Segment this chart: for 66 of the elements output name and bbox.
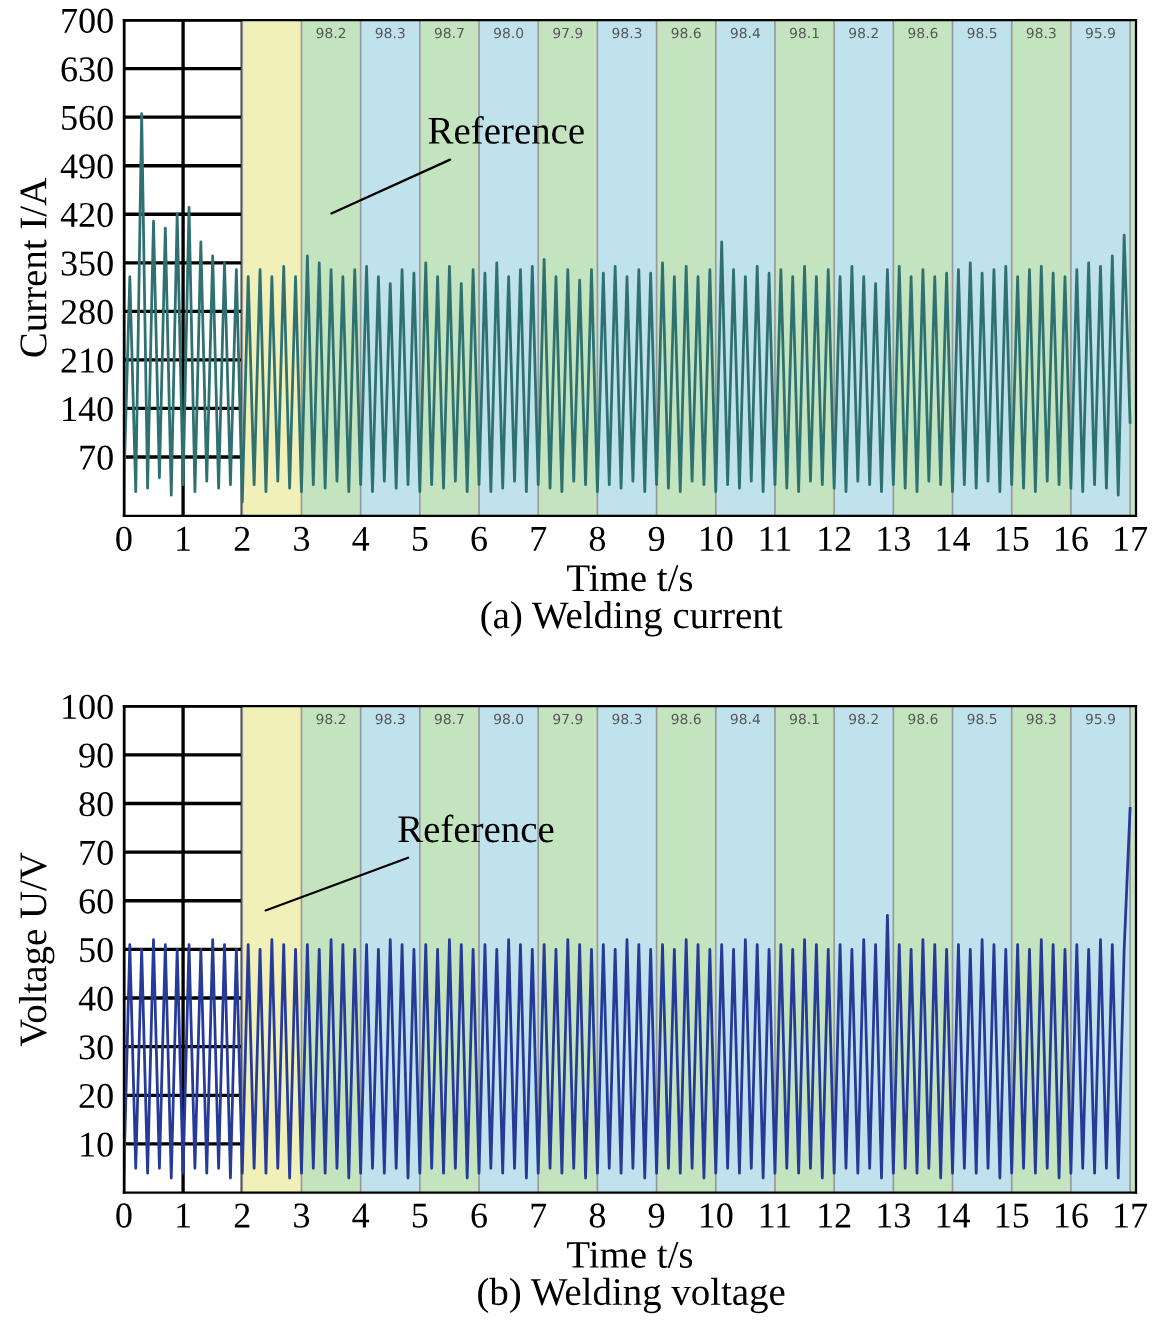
- x-tick-label: 13: [878, 526, 910, 552]
- y-tick-label: 630: [61, 57, 113, 82]
- x-tick-label: 11: [760, 526, 791, 551]
- y-tick-label: 560: [62, 105, 113, 131]
- x-tick-label: 1: [177, 526, 190, 551]
- y-tick-label: 50: [80, 937, 113, 963]
- y-tick-label: 140: [63, 396, 113, 422]
- x-tick-label: 15: [996, 1203, 1029, 1228]
- y-tick-label: 350: [61, 251, 113, 276]
- x-tick-label: 10: [700, 526, 733, 552]
- annotation: Reference: [428, 116, 584, 144]
- x-tick-label: 16: [1056, 526, 1088, 552]
- x-tick-label: 2: [234, 526, 250, 551]
- x-tick-label: 4: [352, 1203, 370, 1228]
- y-axis-title: Voltage U/V: [19, 852, 55, 1047]
- y-tick-label: 700: [62, 8, 113, 33]
- x-tick-label: 9: [648, 1203, 665, 1228]
- x-tick-label: 14: [937, 526, 971, 551]
- x-tick-label: 8: [589, 1203, 606, 1228]
- x-tick-label: 11: [760, 1203, 791, 1228]
- x-tick-label: 17: [1115, 1203, 1148, 1228]
- x-tick-label: 3: [294, 1203, 310, 1228]
- x-tick-label: 5: [412, 527, 428, 552]
- x-tick-label: 1: [177, 1203, 190, 1228]
- y-tick-label: 30: [79, 1035, 113, 1060]
- x-axis-title: Time t/s: [567, 1241, 693, 1268]
- x-tick-label: 5: [412, 1203, 428, 1228]
- x-tick-label: 0: [116, 526, 132, 552]
- y-tick-label: 210: [61, 348, 113, 373]
- x-tick-label: 3: [294, 526, 310, 552]
- x-tick-label: 12: [819, 526, 851, 551]
- x-tick-label: 7: [531, 527, 547, 551]
- y-tick-label: 70: [80, 445, 113, 470]
- x-tick-label: 9: [648, 526, 665, 552]
- line-series: [123, 806, 1132, 1180]
- y-tick-label: 70: [80, 840, 113, 865]
- x-tick-label: 6: [471, 1203, 487, 1228]
- y-axis-title: Current I/A: [20, 178, 47, 357]
- annotation: Reference: [398, 814, 554, 843]
- y-tick-label: 60: [79, 889, 113, 914]
- x-tick-label: 0: [116, 1203, 132, 1228]
- y-tick-label: 90: [79, 743, 113, 768]
- text: (a) Welding current: [481, 601, 783, 637]
- x-tick-label: 14: [937, 1203, 971, 1228]
- x-tick-label: 13: [878, 1203, 910, 1228]
- y-tick-label: 80: [79, 791, 113, 817]
- y-tick-label: 420: [60, 202, 113, 228]
- x-tick-label: 17: [1115, 526, 1148, 551]
- y-tick-label: 490: [60, 154, 113, 179]
- y-tick-label: 100: [63, 694, 113, 720]
- x-tick-label: 8: [589, 526, 606, 552]
- y-tick-label: 40: [78, 986, 113, 1011]
- x-tick-label: 12: [819, 1203, 851, 1228]
- y-tick-label: 280: [61, 299, 113, 325]
- x-tick-label: 4: [352, 526, 370, 551]
- x-tick-label: 10: [700, 1203, 733, 1228]
- text: (b) Welding voltage: [478, 1277, 785, 1314]
- y-tick-label: 20: [79, 1083, 113, 1109]
- x-tick-label: 2: [234, 1203, 250, 1228]
- x-tick-label: 7: [531, 1203, 547, 1228]
- y-tick-label: 10: [81, 1132, 113, 1157]
- line-series: [123, 112, 1132, 504]
- x-tick-label: 6: [471, 526, 487, 552]
- x-tick-label: 16: [1056, 1203, 1088, 1228]
- x-tick-label: 15: [996, 526, 1029, 552]
- x-axis-title: Time t/s: [567, 565, 693, 592]
